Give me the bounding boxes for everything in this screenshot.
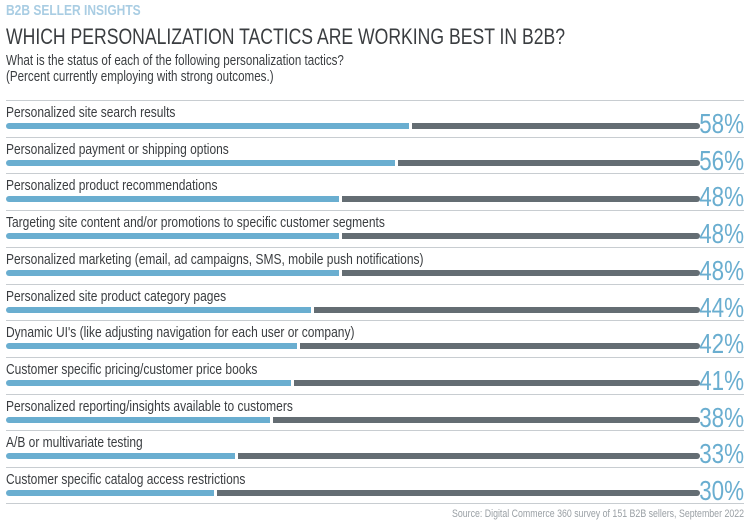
- data-label: 48%: [688, 255, 744, 287]
- data-label: 38%: [688, 402, 744, 434]
- row-divider: [6, 173, 744, 175]
- data-label: 44%: [688, 292, 744, 324]
- category-label-text: Customer specific pricing/customer price…: [6, 360, 258, 378]
- bar-row: A/B or multivariate testing 33%: [0, 430, 750, 470]
- bar-remainder: [314, 306, 700, 313]
- data-label-text: 48%: [699, 181, 744, 213]
- data-label-text: 30%: [699, 475, 744, 506]
- row-divider: [6, 502, 744, 504]
- data-label: 33%: [688, 438, 744, 470]
- bar-row: Dynamic UI's (like adjusting navigation …: [0, 320, 750, 360]
- category-label: A/B or multivariate testing: [6, 434, 177, 451]
- data-label-text: 41%: [699, 364, 744, 396]
- bar-row: Targeting site content and/or promotions…: [0, 210, 750, 250]
- bar-value: [6, 453, 236, 460]
- bar-value: [6, 233, 340, 240]
- bar-row: Personalized reporting/insights availabl…: [0, 393, 750, 434]
- bar-value: [6, 343, 298, 350]
- category-label: Targeting site content and/or promotions…: [6, 214, 480, 231]
- subtitle-line-2: (Percent currently employing with strong…: [6, 69, 274, 85]
- data-label-text: 42%: [699, 328, 744, 360]
- data-label-text: 33%: [699, 438, 744, 470]
- row-divider: [6, 430, 744, 432]
- bar-row: Personalized site product category pages…: [0, 283, 750, 324]
- category-label: Dynamic UI's (like adjusting navigation …: [6, 324, 442, 341]
- data-label-text: 38%: [699, 401, 744, 433]
- row-divider: [6, 393, 744, 395]
- row-divider: [6, 136, 744, 138]
- source-text: Source: Digital Commerce 360 survey of 1…: [451, 508, 744, 520]
- kicker-text: B2B SELLER INSIGHTS: [6, 2, 141, 19]
- category-label: Personalized site search results: [6, 104, 218, 121]
- bar-value: [6, 416, 270, 423]
- bar-remainder: [342, 233, 700, 240]
- source-note: Source: Digital Commerce 360 survey of 1…: [379, 508, 744, 520]
- bar-remainder: [238, 453, 700, 460]
- row-divider: [6, 467, 744, 468]
- bar-value: [6, 269, 340, 276]
- category-label-text: Personalized site product category pages: [6, 287, 227, 305]
- bar-row: Customer specific catalog access restric…: [0, 467, 750, 507]
- bar-value: [6, 159, 395, 166]
- data-label: 48%: [688, 218, 744, 250]
- category-label-text: Personalized payment or shipping options: [6, 140, 229, 158]
- category-label-text: Personalized marketing (email, ad campai…: [6, 250, 424, 268]
- row-divider: [6, 356, 744, 358]
- chart-title: WHICH PERSONALIZATION TACTICS ARE WORKIN…: [6, 24, 705, 50]
- category-label: Customer specific catalog access restric…: [6, 471, 305, 488]
- bar-remainder: [217, 490, 700, 496]
- data-label-text: 48%: [699, 218, 744, 250]
- data-label: 41%: [688, 365, 744, 397]
- bar-value: [6, 306, 312, 313]
- bar-row: Personalized marketing (email, ad campai…: [0, 246, 750, 287]
- category-label: Personalized reporting/insights availabl…: [6, 398, 365, 415]
- bar-remainder: [342, 269, 700, 276]
- category-label-text: A/B or multivariate testing: [6, 434, 143, 452]
- bar-remainder: [300, 343, 700, 350]
- bar-remainder: [411, 123, 700, 129]
- category-label-text: Targeting site content and/or promotions…: [6, 214, 385, 232]
- bar-row: Personalized site search results 58%: [0, 100, 750, 140]
- chart-subtitle: What is the status of each of the follow…: [6, 53, 428, 85]
- bar-remainder: [293, 379, 700, 386]
- data-label: 42%: [688, 328, 744, 360]
- row-divider: [6, 283, 744, 285]
- category-label: Personalized payment or shipping options: [6, 141, 285, 158]
- category-label-text: Customer specific catalog access restric…: [6, 471, 246, 488]
- data-label-text: 58%: [699, 108, 744, 139]
- category-label-text: Personalized reporting/insights availabl…: [6, 397, 293, 415]
- data-label-text: 44%: [699, 291, 744, 323]
- row-divider: [6, 246, 744, 248]
- bar-remainder: [272, 416, 700, 423]
- data-label: 58%: [688, 108, 744, 140]
- category-label: Personalized site product category pages: [6, 288, 281, 305]
- bar-row: Customer specific pricing/customer price…: [0, 356, 750, 397]
- category-label: Personalized product recommendations: [6, 177, 270, 194]
- subtitle-line-1: What is the status of each of the follow…: [6, 53, 344, 69]
- category-label: Customer specific pricing/customer price…: [6, 361, 320, 378]
- bar-value: [6, 196, 340, 203]
- data-label-text: 48%: [699, 254, 744, 286]
- data-label: 30%: [688, 475, 744, 507]
- bar-remainder: [397, 159, 700, 166]
- data-label: 56%: [688, 145, 744, 177]
- category-label-text: Dynamic UI's (like adjusting navigation …: [6, 324, 355, 342]
- data-label: 48%: [688, 181, 744, 213]
- bar-value: [6, 490, 215, 496]
- bar-value: [6, 123, 409, 129]
- kicker-label: B2B SELLER INSIGHTS: [6, 2, 174, 19]
- bar-row: Personalized product recommendations 48%: [0, 173, 750, 213]
- data-label-text: 56%: [699, 144, 744, 176]
- chart-title-text: WHICH PERSONALIZATION TACTICS ARE WORKIN…: [6, 24, 566, 49]
- category-label-text: Personalized site search results: [6, 104, 176, 121]
- row-divider: [6, 210, 744, 212]
- row-divider: [6, 100, 744, 101]
- category-label: Personalized marketing (email, ad campai…: [6, 251, 528, 268]
- bar-remainder: [342, 196, 700, 203]
- row-divider: [6, 320, 744, 322]
- bar-value: [6, 379, 291, 386]
- category-label-text: Personalized product recommendations: [6, 177, 218, 195]
- bar-row: Personalized payment or shipping options…: [0, 136, 750, 177]
